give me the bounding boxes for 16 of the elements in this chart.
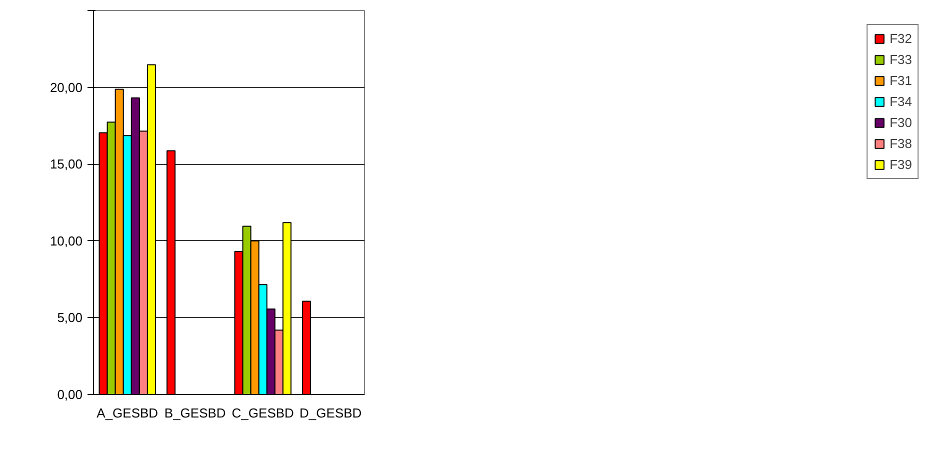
legend-label: F30 (890, 115, 912, 130)
y-tick-label: 15,00 (50, 156, 83, 172)
x-tick-label: D_GESBD (300, 406, 362, 420)
legend-label: F34 (890, 94, 912, 109)
legend-label: F33 (890, 52, 912, 67)
x-tick-label: A_GESBD (96, 406, 158, 420)
y-tick-label: 20,00 (50, 80, 83, 95)
y-tick-label: 10,00 (50, 233, 83, 248)
x-tick-label: B_GESBD (164, 406, 226, 420)
legend-label: F32 (890, 31, 912, 46)
legend-label: F39 (890, 157, 912, 172)
legend-label: F38 (890, 136, 912, 151)
x-tick-label: C_GESBD (232, 406, 294, 420)
legend-label: F31 (890, 73, 912, 88)
y-tick-label: 0,00 (57, 387, 83, 402)
y-tick-label: 5,00 (57, 310, 83, 326)
